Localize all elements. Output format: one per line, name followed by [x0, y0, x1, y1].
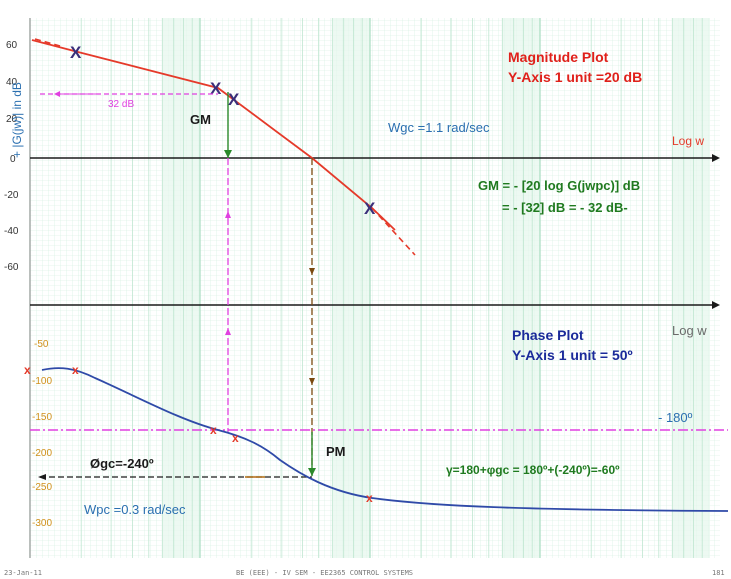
magnitude-axis-label: Log w	[672, 134, 704, 148]
wgc-arrowhead-2	[309, 378, 315, 385]
magnitude-scale-note: Y-Axis 1 unit =20 dB	[508, 69, 642, 85]
grid-band	[502, 18, 540, 558]
phase-marker-1: x	[24, 363, 31, 377]
magnitude-curve-end-dashed	[371, 207, 416, 256]
wpc-arrowhead-1	[225, 211, 231, 218]
magnitude-axis-arrow	[712, 154, 720, 162]
gm-equation-line-2: = - [32] dB = - 32 dB-	[502, 200, 628, 215]
wpc-arrowhead-2	[225, 328, 231, 335]
phase-tick-150: -150	[32, 412, 52, 423]
magnitude-tick-labels: 60 40 20 0 -20 -40 -60	[4, 40, 19, 273]
grid-bands	[29, 18, 710, 558]
footer-page: 181	[712, 569, 725, 577]
grid-band	[672, 18, 710, 558]
mag-corner-marker-3: X	[228, 90, 240, 109]
phase-scale-note: Y-Axis 1 unit = 50º	[512, 347, 633, 363]
mag-tick-0: 0	[10, 154, 16, 165]
phase-tick-300: -300	[32, 518, 52, 529]
footer-course: BE (EEE) - IV SEM - EE2365 CONTROL SYSTE…	[236, 569, 413, 577]
phase-axis-label: Log w	[672, 323, 707, 338]
pm-equation: γ=180+φgc = 180º+(-240º)=-60º	[446, 463, 620, 477]
mag-tick-60: 60	[6, 40, 18, 51]
grid-band	[332, 18, 370, 558]
db-32-arrowhead	[54, 91, 60, 97]
magnitude-title: Magnitude Plot	[508, 49, 609, 65]
phase-axis-arrow	[712, 301, 720, 309]
minus-180-label: - 180º	[658, 410, 693, 425]
mag-tick-neg60: -60	[4, 262, 19, 273]
db-32-label: 32 dB	[108, 99, 134, 110]
wpc-label: Wpc =0.3 rad/sec	[84, 502, 186, 517]
phase-marker-3: x	[210, 423, 217, 437]
phase-tick-200: -200	[32, 448, 52, 459]
grid-background	[30, 18, 720, 558]
mag-corner-marker-1: X	[70, 43, 82, 62]
mag-tick-neg20: -20	[4, 190, 19, 201]
gm-equation-line-1: GM = - [20 log G(jwpc)] dB	[478, 178, 640, 193]
pm-label: PM	[326, 444, 346, 459]
mag-tick-neg40: -40	[4, 226, 19, 237]
phase-title: Phase Plot	[512, 327, 584, 343]
wgc-arrowhead-1	[309, 268, 315, 275]
phi-gc-label: Øgc=-240º	[90, 456, 154, 471]
mag-tick-20: 20	[6, 114, 18, 125]
phi-gc-arrowhead	[38, 474, 46, 480]
phase-marker-5: x	[366, 491, 373, 505]
gm-label: GM	[190, 112, 211, 127]
phase-marker-4: x	[232, 431, 239, 445]
gm-arrowhead	[224, 150, 232, 158]
magnitude-yaxis-label: + |G(jw)| in dB	[10, 82, 24, 158]
grid-band	[162, 18, 200, 558]
mag-tick-40: 40	[6, 77, 18, 88]
phase-tick-100: -100	[32, 376, 52, 387]
magnitude-curve-start-dashed	[34, 38, 61, 47]
phase-tick-labels: -50 -100 -150 -200 -250 -300	[32, 339, 52, 529]
phase-curve	[41, 367, 729, 512]
phase-tick-250: -250	[32, 482, 52, 493]
mag-corner-marker-4: X	[364, 199, 376, 218]
pm-arrowhead	[308, 468, 316, 476]
footer-date: 23-Jan-11	[4, 569, 42, 577]
wgc-label: Wgc =1.1 rad/sec	[388, 120, 490, 135]
phase-marker-2: x	[72, 363, 79, 377]
mag-corner-marker-2: X	[210, 79, 222, 98]
phase-tick-50: -50	[34, 339, 49, 350]
